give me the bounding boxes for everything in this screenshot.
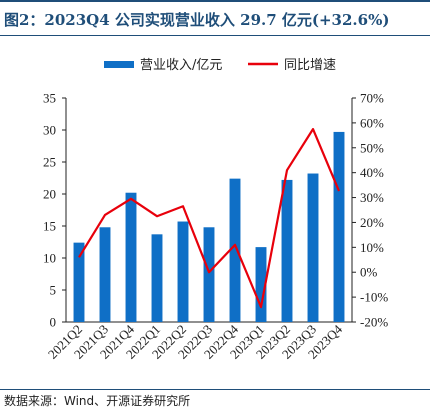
chart: 营业收入/亿元 同比增速 0 5 10 15 20 25 30 35 -20% -10% 0% 10% 2… bbox=[43, 58, 388, 362]
left-tick-label: 15 bbox=[43, 219, 56, 234]
right-tick-label: 10% bbox=[360, 240, 384, 255]
bar bbox=[203, 227, 215, 322]
legend-bar-label: 营业收入/亿元 bbox=[140, 58, 222, 73]
left-tick-label: 5 bbox=[50, 283, 57, 298]
bar bbox=[99, 227, 111, 322]
left-tick-label: 0 bbox=[50, 315, 57, 330]
right-tick-label: 30% bbox=[360, 190, 384, 205]
left-tick-label: 35 bbox=[43, 91, 56, 106]
right-tick-label: 60% bbox=[360, 115, 384, 130]
line-series bbox=[78, 128, 341, 309]
right-tick-label: 40% bbox=[360, 165, 384, 180]
right-tick-label: 50% bbox=[360, 140, 384, 155]
left-tick-label: 20 bbox=[43, 187, 56, 202]
right-tick-label: -20% bbox=[360, 315, 388, 330]
left-tick-label: 30 bbox=[43, 123, 56, 138]
left-tick-label: 10 bbox=[43, 251, 56, 266]
legend-bar-swatch bbox=[104, 61, 134, 68]
bar bbox=[73, 242, 85, 322]
source-note: 数据来源：Wind、开源证券研究所 bbox=[4, 394, 191, 408]
bar bbox=[333, 131, 345, 322]
legend: 营业收入/亿元 同比增速 bbox=[104, 58, 336, 73]
bar bbox=[307, 173, 319, 322]
title-bar: 图2：2023Q4 公司实现营业收入 29.7 亿元(+32.6%) bbox=[0, 0, 430, 36]
footer-rule bbox=[0, 389, 430, 390]
right-tick-label: 70% bbox=[360, 91, 384, 106]
bar bbox=[177, 221, 189, 322]
bar bbox=[125, 192, 137, 322]
right-tick-label: 20% bbox=[360, 215, 384, 230]
bar-series bbox=[73, 131, 345, 322]
legend-line-label: 同比增速 bbox=[284, 58, 336, 73]
bar bbox=[281, 179, 293, 322]
bar bbox=[255, 247, 267, 322]
right-tick-label: 0% bbox=[360, 265, 378, 280]
bar bbox=[151, 234, 163, 322]
left-tick-label: 25 bbox=[43, 155, 56, 170]
right-tick-label: -10% bbox=[360, 290, 388, 305]
bar bbox=[229, 178, 241, 322]
chart-title: 图2：2023Q4 公司实现营业收入 29.7 亿元(+32.6%) bbox=[4, 11, 390, 29]
